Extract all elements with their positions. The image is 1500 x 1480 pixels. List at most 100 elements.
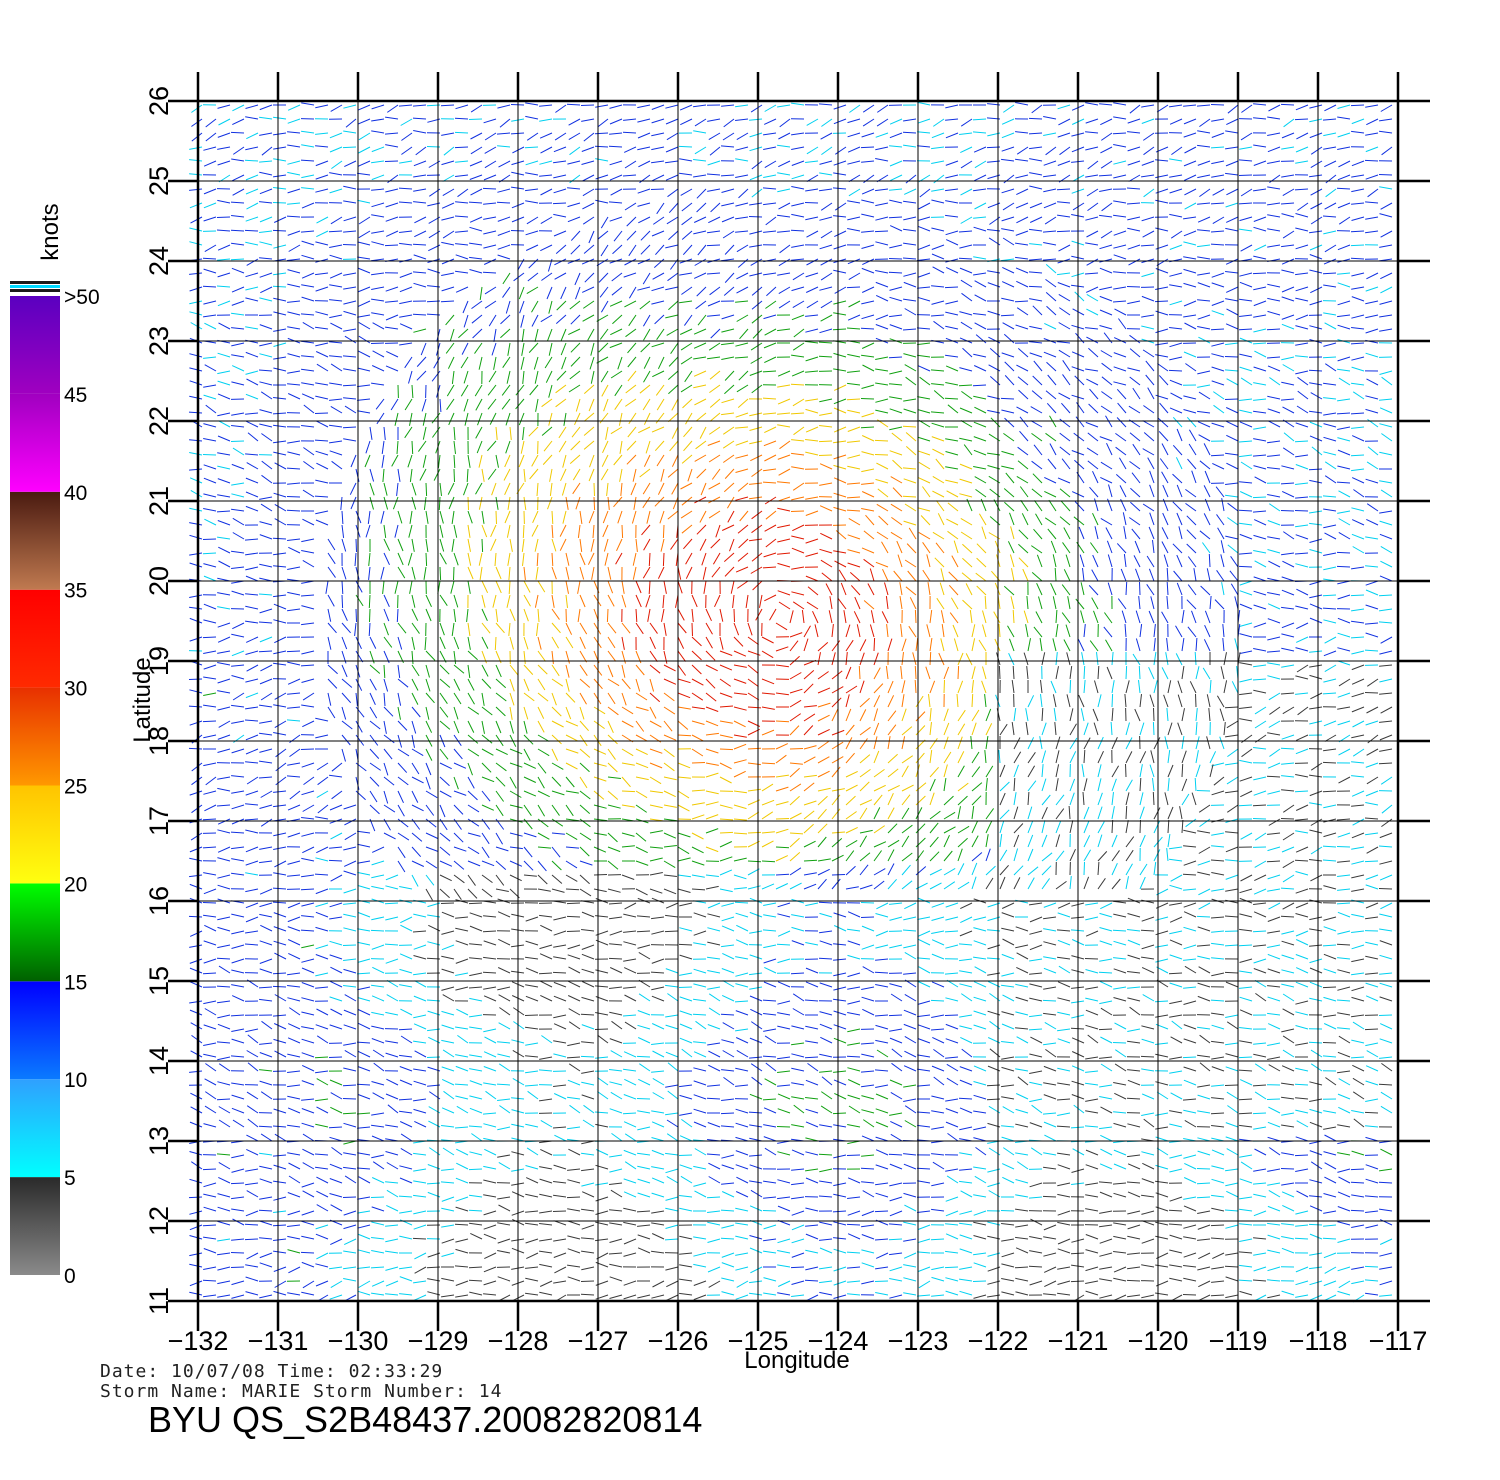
wind-vector [1143,188,1155,198]
wind-vector [854,596,861,610]
wind-vector [973,353,987,358]
wind-vector [245,505,259,512]
wind-vector [375,398,385,410]
wind-vector [1026,666,1029,680]
wind-vector [1099,286,1113,291]
wind-vector [205,776,217,786]
wind-vector [989,348,1001,358]
wind-vector [1239,633,1253,638]
wind-vector [258,369,273,372]
wind-vector [539,174,553,177]
wind-vector [1015,131,1029,134]
wind-vector [943,679,945,694]
wind-vector [1365,565,1379,568]
wind-vector [663,776,677,781]
wind-vector [928,694,931,708]
wind-vector [287,608,301,612]
wind-vector [959,244,973,249]
wind-vector [1323,312,1337,316]
wind-vector [203,384,217,388]
wind-vector [411,650,414,665]
wind-vector [232,118,245,126]
wind-vector [763,174,777,178]
wind-vector [523,496,527,510]
wind-vector [482,187,497,190]
wind-vector [1381,818,1393,828]
wind-vector [1310,160,1323,169]
wind-vector [637,132,651,139]
wind-vector [509,692,515,706]
wind-vector [640,342,651,353]
wind-vector [369,468,375,482]
wind-vector [467,874,476,886]
wind-vector [708,496,721,504]
wind-vector [904,308,917,316]
wind-vector [1186,529,1197,540]
wind-vector [1337,244,1351,251]
wind-vector [645,594,651,608]
wind-vector [315,145,329,148]
wind-vector [929,792,935,806]
wind-vector [204,518,217,526]
wind-vector [984,750,987,764]
wind-vector [1323,423,1337,428]
wind-vector [1029,298,1043,302]
wind-vector [1337,324,1351,330]
wind-vector [1267,662,1281,666]
wind-vector [941,624,945,638]
wind-vector [1183,160,1197,167]
wind-vector [217,787,231,792]
wind-vector [1379,664,1393,667]
wind-vector [1087,460,1099,470]
wind-vector [481,678,492,689]
wind-vector [1365,146,1379,153]
wind-vector [1027,765,1036,778]
wind-vector [943,751,952,764]
wind-vector [1221,582,1225,596]
wind-vector [593,762,607,767]
wind-vector [1013,865,1024,876]
wind-vector [1351,650,1365,655]
wind-vector [583,440,595,450]
wind-vector [833,384,847,391]
wind-vector [483,118,497,124]
wind-vector [551,748,559,761]
wind-vector [416,356,427,367]
wind-vector [805,496,819,500]
wind-vector [1085,131,1099,134]
wind-vector [775,774,789,778]
wind-vector [1337,594,1351,600]
wind-vector [931,199,945,204]
wind-vector [509,608,516,622]
wind-vector [287,258,301,261]
wind-vector [694,398,707,406]
wind-vector [1380,560,1393,568]
wind-vector [287,591,301,596]
wind-vector [945,438,959,442]
wind-vector [838,569,847,582]
wind-vector [917,118,931,124]
wind-vector [945,230,959,236]
wind-vector [1282,832,1295,841]
wind-vector [805,160,819,163]
wind-vector [231,493,245,498]
wind-vector [915,638,919,652]
wind-vector [900,666,903,680]
wind-vector [1015,267,1029,274]
wind-vector [1253,604,1267,610]
wind-vector [914,679,917,694]
wind-vector [761,799,775,806]
wind-vector [560,468,567,482]
wind-vector [1055,794,1065,806]
wind-vector [875,561,889,568]
wind-vector [623,272,637,278]
wind-vector [1367,678,1379,687]
wind-vector [1183,888,1197,891]
wind-vector [453,664,465,674]
wind-vector [1165,652,1169,666]
wind-vector [1210,859,1225,862]
wind-vector [1215,486,1225,498]
wind-vector [454,131,469,134]
wind-vector [260,664,273,672]
wind-vector [1080,708,1085,722]
